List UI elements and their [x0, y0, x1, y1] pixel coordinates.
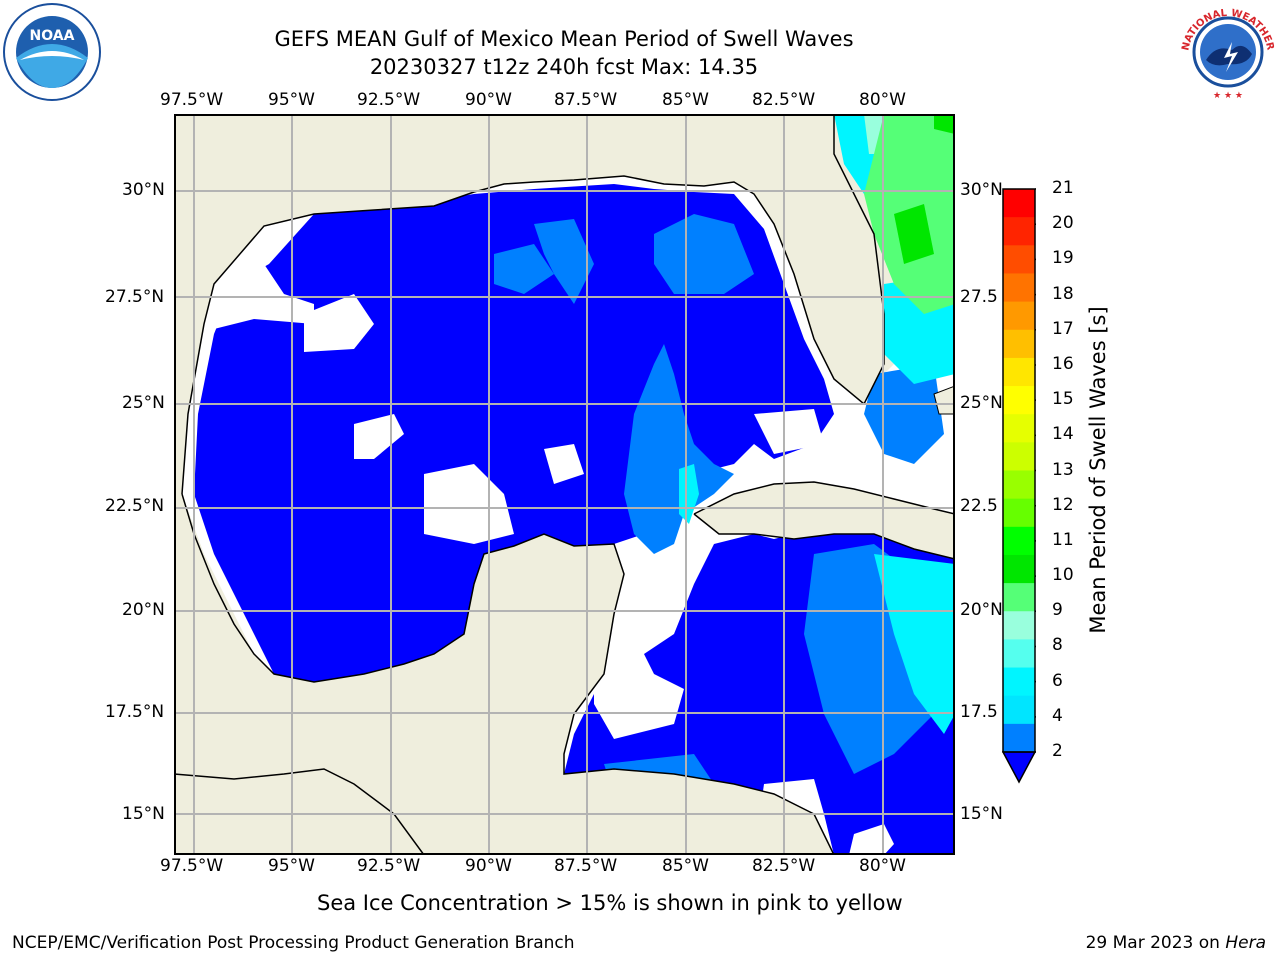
lat-label-left: 25°N [122, 393, 165, 413]
lat-label-left: 27.5°N [105, 287, 165, 307]
colorbar-tick-label: 6 [1052, 670, 1063, 691]
united-states-land [174, 114, 884, 494]
nws-logo-icon: NATIONAL WEATHER SERVICE ★ ★ ★ [1176, 0, 1278, 102]
lat-label-left: 17.5°N [105, 702, 165, 722]
colorbar-tick-label: 19 [1052, 248, 1074, 269]
colorbar-tick-label: 10 [1052, 565, 1074, 586]
colorbar-tick-label: 4 [1052, 705, 1063, 726]
colorbar-segment [1003, 357, 1035, 387]
colorbar-segment [1003, 639, 1035, 669]
host-name: Hera [1225, 933, 1266, 953]
chart-title: GEFS MEAN Gulf of Mexico Mean Period of … [274, 27, 854, 51]
colorbar-tick-label: 21 [1052, 178, 1074, 198]
noaa-logo-text: NOAA [30, 28, 75, 44]
date-text: 29 Mar 2023 on Hera [1086, 933, 1266, 953]
colorbar-extend-triangle [1002, 751, 1036, 784]
noaa-logo-icon: NOAA [3, 3, 101, 101]
lat-label-right: 15°N [960, 804, 1003, 824]
colorbar-tick-label: 9 [1052, 600, 1063, 621]
swell-fill-4s [624, 344, 734, 554]
colorbar-tick-label: 13 [1052, 459, 1074, 480]
colorbar-segment [1003, 723, 1035, 753]
lon-label-top: 85°W [662, 90, 709, 110]
colorbar [1002, 188, 1036, 784]
lat-label-right: 25°N [960, 393, 1003, 413]
lat-label-left: 30°N [122, 180, 165, 200]
lat-label-right: 20°N [960, 600, 1003, 620]
colorbar-segment [1003, 667, 1035, 697]
lat-label-right: 17.5 [960, 702, 998, 722]
lat-label-right: 22.5 [960, 496, 998, 516]
colorbar-tick-label: 2 [1052, 741, 1063, 761]
mexico-land [174, 494, 834, 855]
colorbar-segment [1003, 301, 1035, 331]
colorbar-tick-label: 12 [1052, 494, 1074, 515]
date-label: 29 Mar 2023 on [1085, 933, 1226, 953]
colorbar-segment [1003, 554, 1035, 584]
lon-label-top: 80°W [859, 90, 906, 110]
lat-label-right: 30°N [960, 180, 1003, 200]
colorbar-segment [1003, 611, 1035, 640]
colorbar-segment [1003, 189, 1035, 218]
lon-label-bottom: 80°W [859, 856, 906, 876]
gulf-of-mexico-map [174, 114, 955, 855]
lon-label-bottom: 97.5°W [160, 856, 224, 876]
lat-label-left: 20°N [122, 600, 165, 620]
colorbar-segment [1003, 329, 1035, 359]
colorbar-tick-label: 8 [1052, 635, 1063, 656]
colorbar-segment [1003, 414, 1035, 443]
lon-label-bottom: 90°W [465, 856, 512, 876]
colorbar-segment [1003, 695, 1035, 725]
lat-label-left: 15°N [122, 804, 165, 824]
lon-label-top: 95°W [268, 90, 315, 110]
svg-text:★ ★ ★: ★ ★ ★ [1213, 91, 1243, 101]
lon-label-top: 87.5°W [554, 90, 618, 110]
map-gridlines [174, 114, 955, 855]
colorbar-segment [1003, 442, 1035, 471]
colorbar-tick-label: 20 [1052, 213, 1074, 234]
colorbar-tick-label: 16 [1052, 353, 1074, 374]
colorbar-segment [1003, 470, 1035, 500]
lon-label-bottom: 87.5°W [554, 856, 618, 876]
chart-subtitle: 20230327 t12z 240h fcst Max: 14.35 [369, 55, 759, 79]
lon-label-top: 90°W [465, 90, 512, 110]
lon-label-top: 82.5°W [752, 90, 816, 110]
colorbar-segment [1003, 217, 1035, 246]
colorbar-tick-label: 17 [1052, 318, 1074, 339]
credit-text: NCEP/EMC/Verification Post Processing Pr… [12, 933, 575, 953]
colorbar-segment [1003, 498, 1035, 528]
colorbar-tick-label: 14 [1052, 424, 1074, 445]
lon-label-bottom: 92.5°W [357, 856, 421, 876]
colorbar-tick-label: 15 [1052, 389, 1074, 410]
lon-label-top: 92.5°W [357, 90, 421, 110]
sea-ice-note: Sea Ice Concentration > 15% is shown in … [317, 891, 903, 915]
lat-label-right: 27.5 [960, 287, 998, 307]
swell-fill-6s [874, 554, 955, 734]
map-frame [174, 114, 955, 855]
colorbar-segment [1003, 526, 1035, 556]
lon-label-top: 97.5°W [160, 90, 224, 110]
colorbar-segment [1003, 245, 1035, 274]
colorbar-tick-label: 18 [1052, 283, 1074, 304]
lon-label-bottom: 95°W [268, 856, 315, 876]
colorbar-segment [1003, 583, 1035, 612]
lon-label-bottom: 85°W [662, 856, 709, 876]
colorbar-segment [1003, 386, 1035, 415]
colorbar-segment [1003, 273, 1035, 303]
colorbar-tick-label: 11 [1052, 529, 1074, 550]
colorbar-label: Mean Period of Swell Waves [s] [1086, 306, 1110, 634]
lat-label-left: 22.5°N [105, 496, 165, 516]
lon-label-bottom: 82.5°W [752, 856, 816, 876]
